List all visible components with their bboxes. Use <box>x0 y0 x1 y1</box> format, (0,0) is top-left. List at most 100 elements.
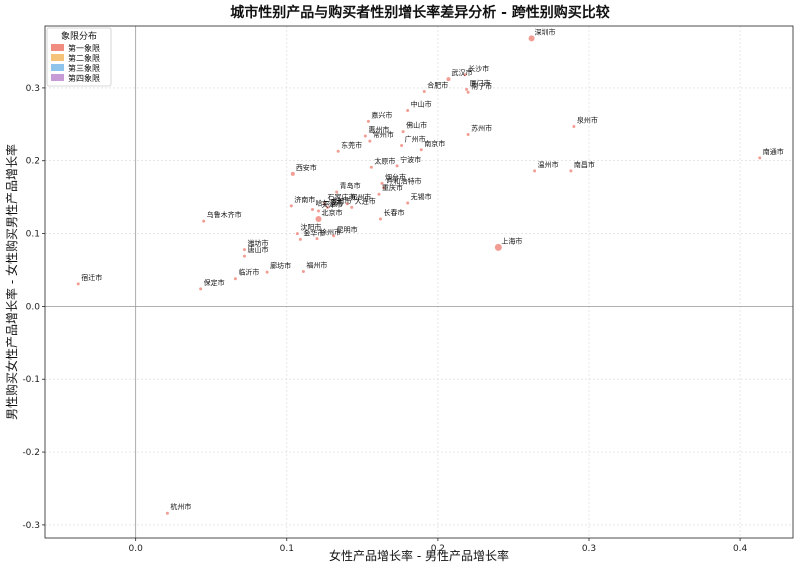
x-axis-ticks: 0.0 0.1 0.2 0.3 0.4 <box>129 538 748 554</box>
data-point <box>463 73 467 77</box>
data-point <box>336 149 340 153</box>
y-tick-label: 0.3 <box>26 84 40 94</box>
data-point <box>326 205 330 209</box>
point-label: 南宁市 <box>471 81 492 90</box>
data-point <box>345 202 349 206</box>
point-label: 惠州市 <box>368 125 389 134</box>
data-point <box>315 216 322 223</box>
y-axis-ticks: -0.3 -0.2 -0.1 0.0 0.1 0.2 0.3 <box>22 84 45 531</box>
legend-entry-label: 第三象限 <box>68 63 100 73</box>
point-label: 大连市 <box>355 196 376 205</box>
legend-entry-label: 第二象限 <box>68 53 100 63</box>
point-label: 广州市 <box>405 134 426 143</box>
data-point <box>165 511 169 515</box>
data-point <box>466 90 470 94</box>
data-point <box>366 119 370 123</box>
data-point <box>369 165 373 169</box>
x-tick-label: 0.2 <box>431 544 445 554</box>
point-label: 长春市 <box>383 208 404 217</box>
data-point <box>76 282 80 286</box>
y-axis-label: 男性购买女性产品增长率 - 女性购买男性产品增长率 <box>4 144 19 420</box>
reference-lines <box>45 26 793 538</box>
data-point <box>422 90 426 94</box>
point-label: 潍坊市 <box>247 239 268 248</box>
point-label: 太原市 <box>374 156 395 165</box>
data-point <box>242 248 246 252</box>
point-label: 宁波市 <box>400 155 421 164</box>
point-label: 成都市 <box>331 196 352 205</box>
point-label: 武汉市 <box>451 68 472 77</box>
point-label: 东莞市 <box>341 140 362 149</box>
legend-box <box>46 27 112 87</box>
point-label: 金华市 <box>303 228 324 237</box>
data-point <box>395 164 399 168</box>
point-label: 厦门市 <box>470 78 491 87</box>
y-tick-label: -0.2 <box>22 448 40 458</box>
point-label: 长沙市 <box>468 64 489 73</box>
legend-entry-label: 第四象限 <box>68 73 100 83</box>
data-point <box>301 269 305 273</box>
data-point <box>446 77 451 82</box>
y-tick-label: -0.1 <box>22 375 40 385</box>
point-label: 哈尔滨市 <box>315 199 343 208</box>
y-tick-label: 0.1 <box>26 230 40 240</box>
x-axis-label: 女性产品增长率 - 男性产品增长率 <box>329 548 509 563</box>
data-point <box>528 35 535 42</box>
data-point <box>315 237 319 241</box>
data-point <box>400 143 404 147</box>
point-label: 济南市 <box>294 195 315 204</box>
point-label: 乌鲁木齐市 <box>207 210 242 219</box>
data-point <box>289 204 293 208</box>
point-label: 南通市 <box>763 147 784 156</box>
point-label: 上海市 <box>501 236 522 245</box>
y-tick-label: 0.2 <box>26 157 40 167</box>
data-point <box>572 125 576 129</box>
data-point <box>380 181 384 185</box>
data-point <box>350 205 354 209</box>
point-label: 徐州市 <box>320 228 341 237</box>
data-point <box>298 237 302 241</box>
data-point <box>377 192 381 196</box>
data-point <box>199 287 203 291</box>
data-point <box>406 201 410 205</box>
x-tick-label: 0.1 <box>280 544 294 554</box>
point-label: 郑州市 <box>350 193 371 202</box>
point-label: 临沂市 <box>238 268 259 277</box>
point-label: 唐山市 <box>247 245 268 254</box>
point-label: 天津市 <box>322 200 343 209</box>
point-label: 无锡市 <box>411 192 432 201</box>
point-label: 中山市 <box>411 99 432 108</box>
point-label: 保定市 <box>204 278 225 287</box>
point-label: 苏州市 <box>471 124 492 133</box>
point-label: 南昌市 <box>574 160 595 169</box>
data-point <box>290 171 295 176</box>
data-point <box>368 139 372 143</box>
y-tick-label: -0.3 <box>22 521 40 531</box>
point-label: 沈阳市 <box>300 223 321 232</box>
data-points <box>76 35 762 515</box>
data-point <box>317 209 321 213</box>
legend-swatch <box>51 54 64 61</box>
data-point <box>335 190 339 194</box>
point-label: 青岛市 <box>340 181 361 190</box>
data-point <box>332 234 336 238</box>
legend-swatch <box>51 64 64 71</box>
point-label: 嘉兴市 <box>371 110 392 119</box>
point-label: 重庆市 <box>382 183 403 192</box>
point-label: 温州市 <box>538 160 559 169</box>
legend-entry-label: 第一象限 <box>68 43 100 53</box>
data-point <box>310 208 314 212</box>
point-label: 佛山市 <box>406 121 427 130</box>
legend-swatch <box>51 44 64 51</box>
data-point <box>494 243 502 251</box>
point-label: 福州市 <box>306 260 327 269</box>
data-point <box>295 232 299 236</box>
point-label: 杭州市 <box>170 502 191 511</box>
data-point <box>465 87 469 91</box>
legend-swatch <box>51 74 64 81</box>
data-point <box>401 130 405 134</box>
data-point <box>466 133 470 137</box>
